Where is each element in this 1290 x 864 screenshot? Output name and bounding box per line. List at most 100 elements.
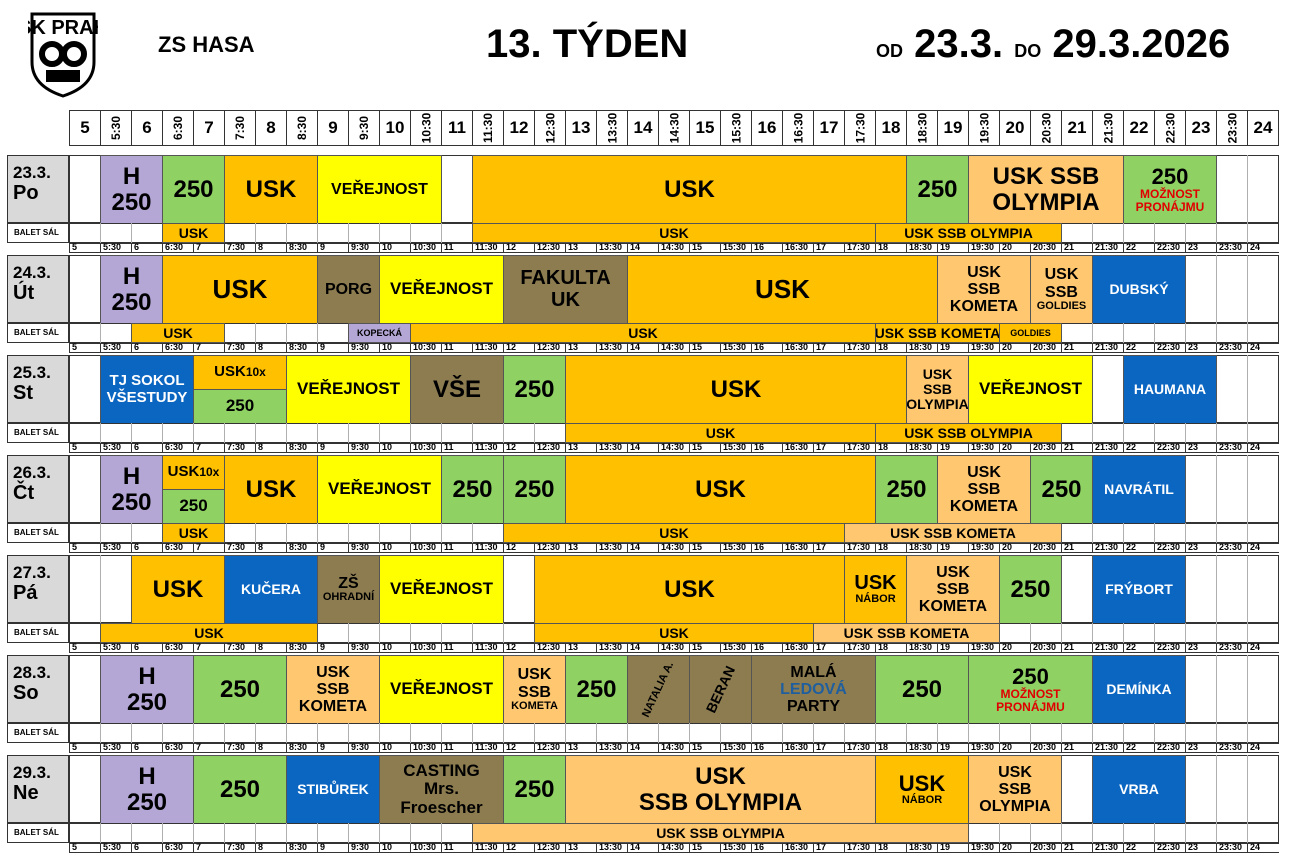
balet-block[interactable]: KOPECKÁ [348,323,411,343]
schedule-block[interactable]: VEŘEJNOST [379,555,504,624]
schedule-block[interactable]: NATALIA A. [627,655,690,724]
balet-block[interactable]: USK [100,623,318,643]
schedule-block[interactable]: USK SSB OLYMPIA [565,755,876,824]
schedule-block[interactable]: 250 [906,155,969,224]
schedule-block[interactable]: MALÁ LEDOVÁ PARTY [751,655,876,724]
schedule-block[interactable]: CASTING Mrs. Froescher [379,755,504,824]
tick-label: 8 [255,543,286,553]
schedule-block[interactable]: BERAN [689,655,752,724]
schedule-block[interactable]: VEŘEJNOST [968,355,1093,424]
grid-line [1061,723,1062,743]
schedule-block[interactable]: USK NÁBOR [844,555,907,624]
schedule-block[interactable]: USK [534,555,845,624]
schedule-block[interactable]: USK SSB GOLDIES [1030,255,1093,324]
schedule-block[interactable]: USK SSB KOMETA [937,455,1031,524]
tick-label: 21:30 [1092,343,1123,353]
balet-block[interactable]: USK [131,323,225,343]
schedule-block[interactable]: FRÝBORT [1092,555,1186,624]
schedule-block[interactable]: VEŘEJNOST [379,255,504,324]
schedule-block[interactable]: 250 [193,389,287,424]
schedule-block[interactable]: USK SSB OLYMPIA [968,155,1124,224]
block-label: Froescher [400,797,483,817]
schedule-block[interactable]: VŠE [410,355,504,424]
block-label: USK [998,763,1032,781]
balet-block[interactable]: USK [472,223,876,243]
schedule-block[interactable]: USK10x [162,455,225,490]
schedule-block[interactable]: USK [131,555,225,624]
schedule-block[interactable]: FAKULTA UK [503,255,628,324]
schedule-block[interactable]: USK SSB KOMETA [937,255,1031,324]
schedule-block[interactable]: VEŘEJNOST [317,455,442,524]
balet-block[interactable]: USK [534,623,814,643]
schedule-block[interactable]: 250 MOŽNOST PRONÁJMU [968,655,1093,724]
schedule-block[interactable]: H 250 [100,655,194,724]
tick-label: 9:30 [348,443,379,453]
schedule-block[interactable]: USK NÁBOR [875,755,969,824]
schedule-block[interactable]: 250 [193,655,287,724]
schedule-block[interactable]: USK SSB KOMETA [286,655,380,724]
schedule-block[interactable]: USK SSB OLYMPIA [968,755,1062,824]
schedule-block[interactable]: USK SSB KOMETA [906,555,1000,624]
tick-label: 24 [1247,343,1278,353]
schedule-block[interactable]: 250 [503,755,566,824]
schedule-block[interactable]: VEŘEJNOST [379,655,504,724]
schedule-block[interactable]: NAVRÁTIL [1092,455,1186,524]
schedule-block[interactable]: KUČERA [224,555,318,624]
schedule-block[interactable]: VEŘEJNOST [286,355,411,424]
balet-block[interactable]: USK [410,323,876,343]
balet-block[interactable]: USK [162,223,225,243]
schedule-block[interactable]: VEŘEJNOST [317,155,442,224]
schedule-block[interactable]: USK [565,355,907,424]
time-header-label: 14:30 [667,112,682,144]
balet-block[interactable]: USK [565,423,876,443]
balet-block[interactable]: USK SSB OLYMPIA [875,423,1062,443]
schedule-block[interactable]: USK [627,255,938,324]
schedule-block[interactable]: ZŠ OHRADNÍ [317,555,380,624]
schedule-block[interactable]: USK [224,455,318,524]
schedule-block[interactable]: 250 [875,455,938,524]
time-header-label: 8:30 [295,115,309,141]
schedule-block[interactable]: PORG [317,255,380,324]
balet-block[interactable]: USK [503,523,845,543]
schedule-block[interactable]: 250 [503,455,566,524]
grid-line [224,423,225,443]
grid-line [1185,423,1186,443]
balet-block[interactable]: GOLDIES [999,323,1062,343]
schedule-block[interactable]: USK SSB KOMETA [503,655,566,724]
schedule-block[interactable]: H 250 [100,755,194,824]
schedule-block[interactable]: TJ SOKOL VŠESTUDY [100,355,194,424]
schedule-block[interactable]: 250 [193,755,287,824]
schedule-block[interactable]: 250 [565,655,628,724]
schedule-block[interactable]: 250 [441,455,504,524]
grid-line [1185,223,1186,243]
schedule-block[interactable]: USK [224,155,318,224]
schedule-block[interactable]: USK10x [193,355,287,390]
schedule-block[interactable]: 250 [162,155,225,224]
schedule-block[interactable]: USK [162,255,318,324]
balet-block[interactable]: USK SSB OLYMPIA [875,223,1062,243]
schedule-block[interactable]: H 250 [100,155,163,224]
schedule-block[interactable]: USK [565,455,876,524]
schedule-block[interactable]: USK SSB OLYMPIA [906,355,969,424]
schedule-block[interactable]: 250 [875,655,969,724]
schedule-block[interactable]: 250 [1030,455,1093,524]
schedule-block[interactable]: 250 MOŽNOST PRONÁJMU [1123,155,1217,224]
schedule-block[interactable]: HAUMANA [1123,355,1217,424]
balet-block[interactable]: USK SSB KOMETA [813,623,1000,643]
schedule-block[interactable]: USK [472,155,907,224]
balet-block[interactable]: USK SSB OLYMPIA [472,823,969,843]
tick-label: 11 [441,743,472,753]
schedule-block[interactable]: 250 [162,489,225,524]
schedule-block[interactable]: VRBA [1092,755,1186,824]
schedule-block[interactable]: DUBSKÝ [1092,255,1186,324]
schedule-block[interactable]: STIBŮREK [286,755,380,824]
balet-block[interactable]: USK SSB KOMETA [875,323,1000,343]
block-label: USK [967,463,1001,481]
schedule-block[interactable]: 250 [999,555,1062,624]
balet-block[interactable]: USK [162,523,225,543]
schedule-block[interactable]: DEMÍNKA [1092,655,1186,724]
schedule-block[interactable]: H 250 [100,455,163,524]
balet-block[interactable]: USK SSB KOMETA [844,523,1062,543]
schedule-block[interactable]: H 250 [100,255,163,324]
schedule-block[interactable]: 250 [503,355,566,424]
